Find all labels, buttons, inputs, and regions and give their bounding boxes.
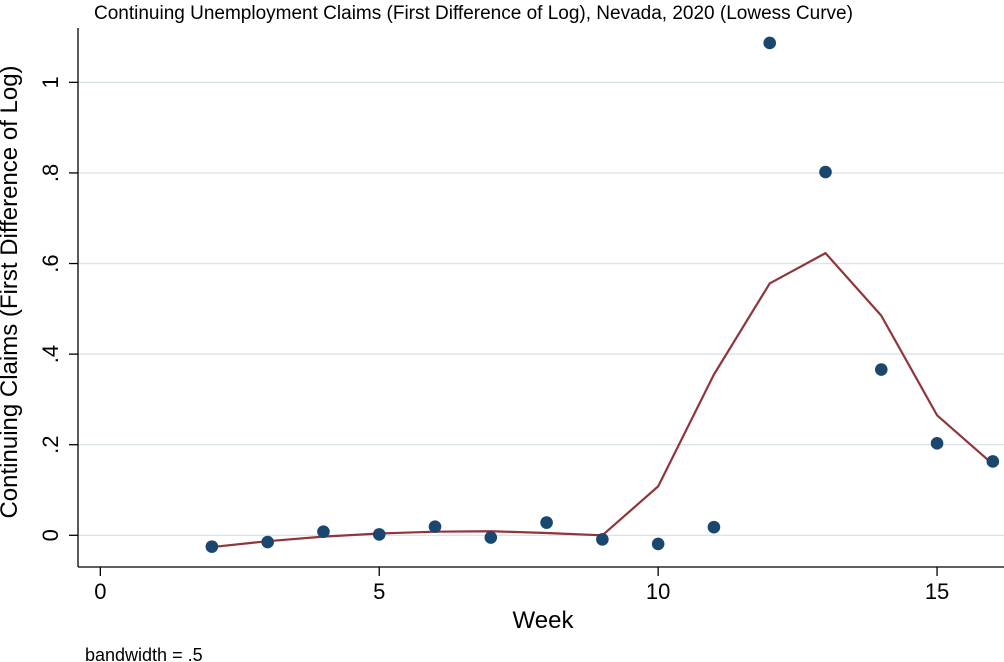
y-tick-label-4: .8	[38, 164, 63, 182]
scatter-point-week-12	[763, 36, 777, 50]
chart-title: Continuing Unemployment Claims (First Di…	[94, 3, 853, 24]
y-tick-label-2: .4	[38, 345, 63, 363]
y-axis-title: Continuing Claims (First Difference of L…	[0, 65, 23, 518]
scatter-point-week-11	[707, 520, 721, 534]
x-tick-label-0: 0	[94, 579, 106, 604]
lowess-curve	[211, 252, 994, 549]
scatter-point-week-13	[819, 165, 832, 179]
y-tick-label-0: 0	[38, 529, 63, 541]
scatter-point-week-2	[205, 540, 219, 553]
scatter-point-week-9	[596, 533, 609, 546]
scatter-point-week-5	[372, 528, 386, 541]
tick-labels: 0.2.4.6.810 5 10 15	[38, 76, 949, 604]
x-tick-label-3: 15	[925, 579, 949, 604]
scatter-point-week-16	[986, 455, 1000, 468]
lowess-curve-group	[211, 252, 994, 549]
y-tick-label-1: .2	[38, 436, 63, 454]
scatter-point-week-14	[874, 363, 888, 376]
x-tick-label-1: 5	[373, 579, 385, 604]
x-tick-label-2: 10	[646, 579, 670, 604]
x-axis-title: Week	[513, 607, 575, 634]
scatter-point-week-6	[428, 520, 442, 533]
scatter-point-week-8	[540, 516, 553, 529]
tick-marks	[69, 81, 938, 576]
scatter-point-week-7	[484, 531, 498, 544]
scatter-point-week-10	[651, 537, 665, 551]
y-tick-label-5: 1	[38, 76, 63, 88]
scatter-point-week-15	[930, 437, 944, 450]
scatter-point-week-3	[261, 535, 274, 549]
gridlines	[78, 81, 1004, 536]
scatter-points-group	[205, 36, 1000, 553]
scatter-point-week-4	[317, 525, 330, 538]
y-tick-label-3: .6	[38, 254, 63, 272]
bandwidth-note: bandwidth = .5	[85, 645, 203, 662]
axes	[77, 28, 1004, 568]
